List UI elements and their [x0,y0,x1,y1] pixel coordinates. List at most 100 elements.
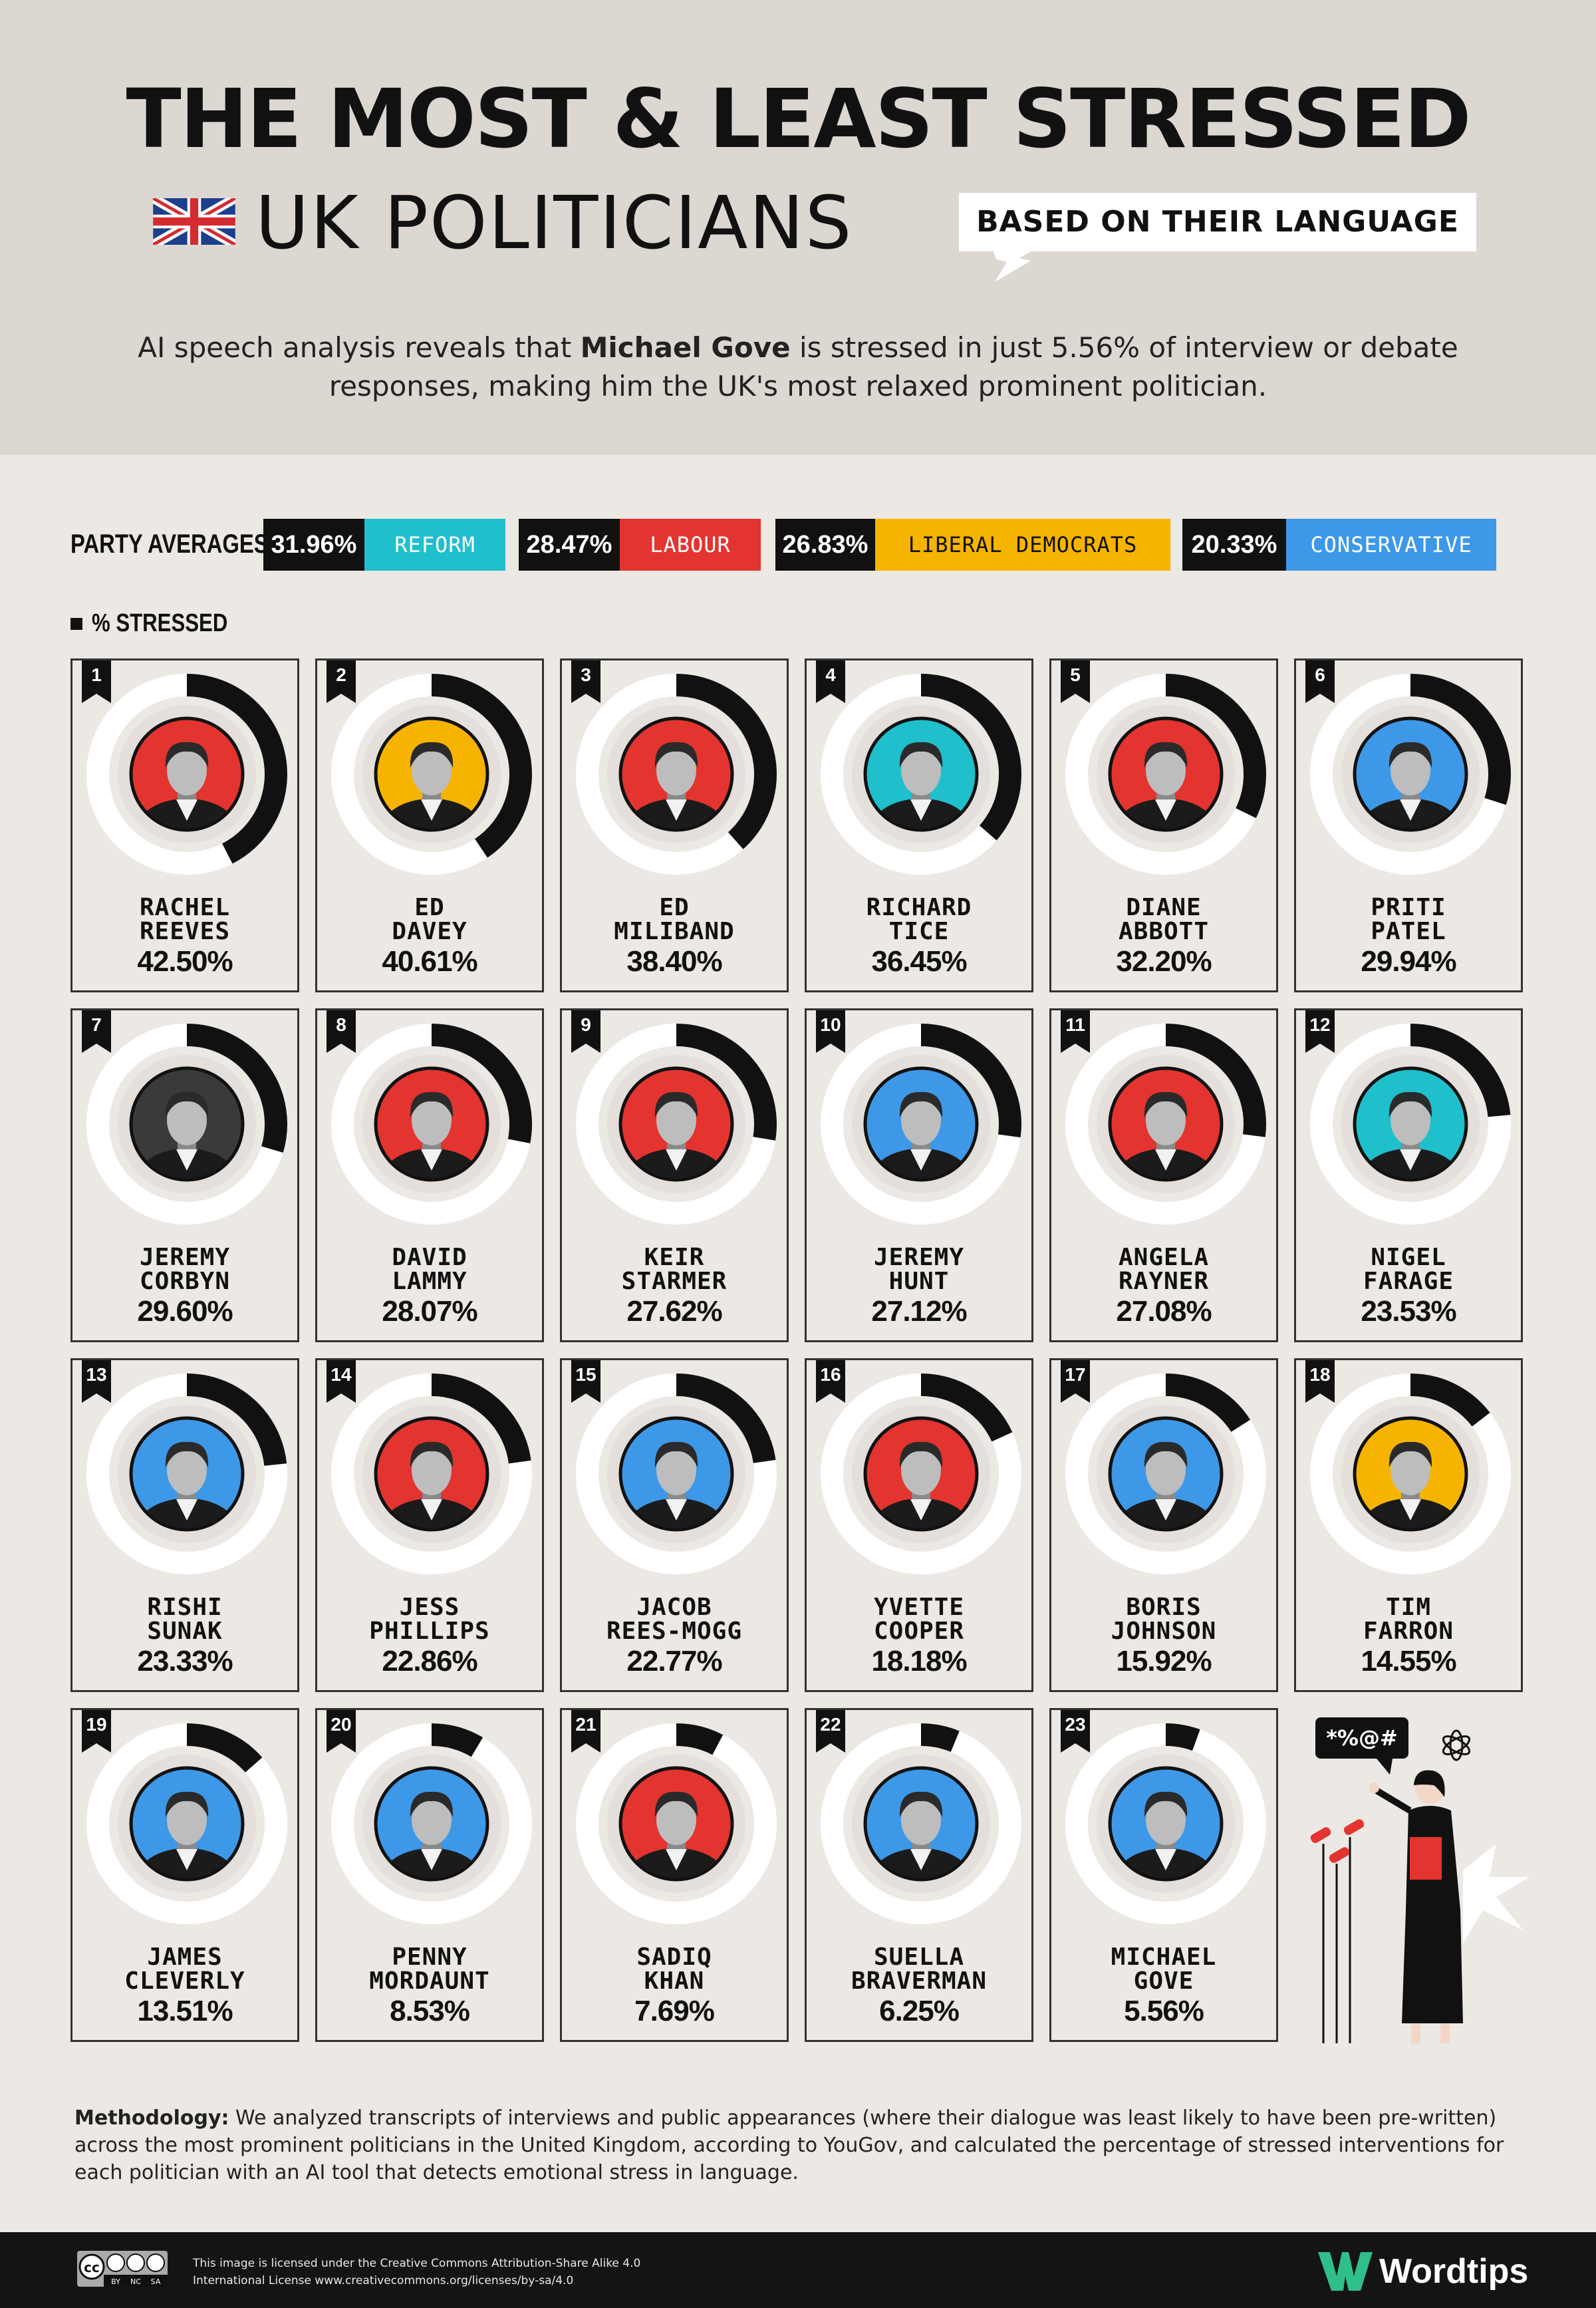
stress-arc [1410,1373,1490,1427]
politician-card: 4 RICHARD TICE 36.45% [805,658,1033,992]
stress-donut [86,674,287,875]
stress-percentage: 6.25% [879,1995,960,2027]
stress-percentage: 42.50% [137,945,233,978]
stress-donut [331,1024,532,1225]
party-average-value: 28.47% [519,519,620,571]
rank-number: 21 [575,1714,597,1735]
politician-card: 1 RACHEL REEVES 42.50% [70,658,299,992]
politician-last-name: MORDAUNT [369,1967,490,1995]
svg-text:cc: cc [84,2259,100,2275]
politician-last-name: SUNAK [147,1618,223,1645]
politician-first-name: TIM [1385,1594,1432,1621]
stress-percentage: 29.94% [1361,945,1456,978]
rank-badge: 22 [816,1710,845,1753]
politician-last-name: BRAVERMAN [851,1967,988,1995]
stress-arc [676,1024,777,1141]
stress-donut [331,1373,532,1574]
stress-percentage: 18.18% [871,1645,967,1677]
stress-donut [331,674,532,875]
rank-number: 9 [581,1014,591,1035]
stress-arc [1165,1723,1200,1751]
ribbon-icon [327,660,356,703]
rank-badge: 20 [327,1710,356,1753]
methodology-text: Methodology: We analyzed transcripts of … [74,2106,1504,2184]
politician-first-name: DAVID [392,1244,467,1271]
politician-card: 3 ED MILIBAND 38.40% [560,658,789,992]
speech-symbols: *%@# [1326,1725,1398,1751]
ribbon-icon [571,1360,600,1403]
politician-last-name: PATEL [1371,918,1446,945]
politician-card: 13 RISHI SUNAK 23.33% [70,1358,299,1692]
stress-percentage: 5.56% [1124,1995,1204,2027]
creative-commons-icon: cc BY NC SA [77,2251,168,2287]
politician-card: 2 ED DAVEY 40.61% [315,658,544,992]
ribbon-icon [816,660,845,703]
stress-percentage: 14.55% [1361,1645,1456,1677]
politician-last-name: RAYNER [1118,1268,1210,1295]
rank-number: 16 [820,1364,841,1385]
stress-percentage: 29.60% [137,1295,233,1328]
rank-badge: 21 [571,1710,600,1753]
stress-donut [86,1723,287,1924]
stress-percentage: 32.20% [1116,945,1212,978]
politician-last-name: PHILLIPS [369,1618,490,1645]
politician-card: 16 YVETTE COOPER 18.18% [805,1358,1033,1692]
ribbon-icon [82,1010,111,1053]
politician-first-name: KEIR [644,1244,705,1271]
title-line-2: UK POLITICIANS [255,180,853,265]
politician-first-name: ANGELA [1118,1244,1210,1271]
rank-number: 11 [1065,1014,1085,1035]
rank-badge: 11 [1061,1010,1090,1053]
politician-first-name: BORIS [1126,1594,1202,1621]
stress-donut [821,1373,1021,1574]
stress-percentage: 38.40% [626,945,722,978]
politician-last-name: ABBOTT [1118,918,1210,945]
politician-last-name: KHAN [644,1967,705,1995]
microphones-icon [1310,1819,1365,2043]
stress-donut [821,1723,1021,1924]
ribbon-icon [82,660,111,703]
stress-arc [1165,1373,1251,1433]
stress-percentage: 28.07% [382,1295,477,1328]
stress-donut [1065,1024,1266,1225]
legend-swatch [70,617,82,630]
politician-first-name: JESS [399,1594,460,1621]
politician-card: 8 DAVID LAMMY 28.07% [315,1008,544,1342]
rank-number: 8 [336,1014,346,1035]
politician-first-name: PRITI [1371,894,1446,921]
stress-donut [1065,1373,1266,1574]
rank-badge: 10 [816,1010,845,1053]
stress-percentage: 36.45% [871,945,967,978]
ribbon-icon [327,1360,356,1403]
politician-last-name: DAVEY [392,918,467,945]
svg-text:SA: SA [151,2277,161,2286]
stress-donut [576,1373,777,1574]
stress-donut [1310,1373,1511,1574]
stress-arc [920,674,1021,841]
ribbon-icon [327,1010,356,1053]
ribbon-icon [1061,1010,1090,1053]
intro-text: AI speech analysis reveals that Michael … [138,331,1458,402]
politician-card: 17 BORIS JOHNSON 15.92% [1049,1358,1278,1692]
stress-arc [676,1373,776,1464]
party-name: LIBERAL DEMOCRATS [875,519,1170,571]
methodology-label: Methodology: [74,2106,229,2130]
stress-percentage: 22.86% [382,1645,477,1677]
ribbon-icon [571,1010,600,1053]
rank-badge: 12 [1305,1010,1335,1053]
politician-first-name: JAMES [147,1944,223,1971]
stress-percentage: 23.33% [137,1645,233,1677]
politician-card: 10 JEREMY HUNT 27.12% [805,1008,1033,1342]
politician-first-name: JEREMY [139,1244,231,1271]
speaker-illustration: *%@# [1310,1717,1530,2043]
wordtips-w-icon [1318,2252,1373,2291]
politician-last-name: FARAGE [1363,1268,1454,1295]
politician-card: 6 PRITI PATEL 29.94% [1294,658,1523,992]
stress-percentage: 40.61% [382,945,477,978]
politician-last-name: COOPER [873,1618,965,1645]
ribbon-icon [816,1010,845,1053]
party-chip-liberal-democrats: 26.83% LIBERAL DEMOCRATS [775,519,1170,571]
party-name: LABOUR [620,519,761,571]
politician-card: 15 JACOB REES-MOGG 22.77% [560,1358,789,1692]
